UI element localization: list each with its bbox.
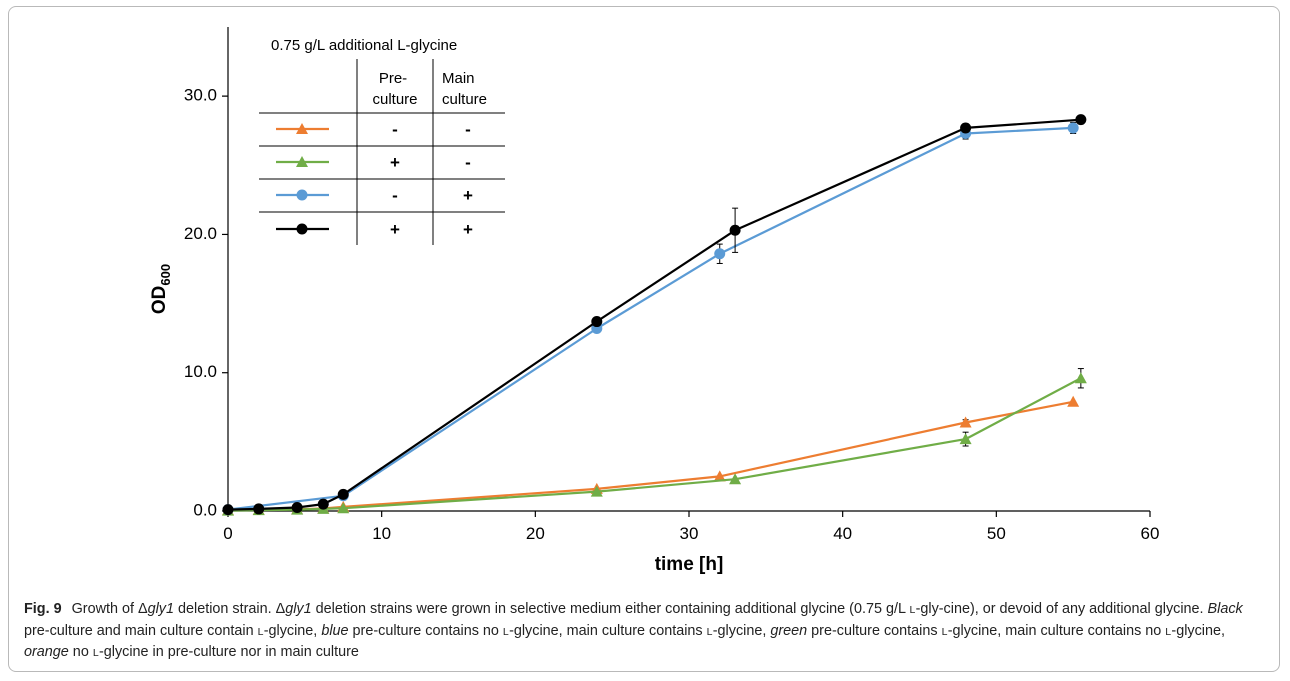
legend-marker: [296, 123, 308, 134]
chart-axes: 0.0 10.0 20.0 30.0 0 10 20 30 40 50 60: [184, 27, 1160, 543]
legend-pre-culture-value: +: [390, 220, 400, 239]
x-tick-label: 50: [987, 524, 1006, 543]
x-axis-title: time [h]: [655, 554, 724, 575]
caption-run: -glycine,: [1171, 622, 1226, 639]
caption-run: -glycine,: [712, 622, 771, 639]
caption-text: Growth of Δgly1 deletion strain. Δgly1 d…: [24, 601, 1243, 660]
legend-main-culture-value: +: [463, 186, 473, 205]
x-tick-label: 40: [833, 524, 852, 543]
data-point: [590, 485, 603, 497]
legend-main-culture-value: -: [465, 153, 471, 172]
legend-header: Main: [442, 70, 475, 87]
data-point: [959, 433, 972, 445]
data-point: [337, 488, 349, 500]
y-tick-label: 0.0: [193, 500, 217, 519]
caption-run: -glycine, main culture contains no: [947, 622, 1166, 639]
caption-italic: gly1: [285, 601, 312, 617]
x-tick-label: 10: [372, 524, 391, 543]
data-point: [291, 502, 303, 514]
chart-legend: 0.75 g/L additional L-glycine Pre-culture…: [259, 37, 505, 245]
legend-title: 0.75 g/L additional L-glycine: [271, 37, 457, 54]
legend-marker: [296, 156, 308, 167]
x-tick-label: 20: [526, 524, 545, 543]
data-point: [1067, 395, 1080, 407]
x-tick-label: 60: [1141, 524, 1160, 543]
caption-italic: blue: [321, 622, 349, 639]
data-point: [729, 224, 741, 236]
data-point: [1067, 122, 1079, 134]
y-tick-label: 30.0: [184, 86, 217, 105]
series-1: [222, 368, 1087, 516]
data-point: [253, 503, 265, 515]
data-point: [1074, 372, 1087, 384]
series-3: [222, 114, 1087, 516]
data-point: [1075, 114, 1087, 126]
y-axis-title-main: OD: [149, 286, 170, 315]
data-point: [591, 316, 603, 328]
legend-header: culture: [372, 91, 417, 108]
caption-smallcaps: L: [706, 625, 713, 638]
caption-run: pre-culture contains: [807, 622, 942, 639]
y-tick-label: 20.0: [184, 224, 217, 243]
caption-smallcaps: L: [941, 625, 948, 638]
y-axis-title-subscript: 600: [158, 264, 173, 286]
data-point: [729, 473, 742, 485]
figure-frame: 0.0 10.0 20.0 30.0 0 10 20 30 40 50 60 0.75 g/L ad…: [8, 6, 1280, 672]
data-point: [317, 498, 329, 510]
caption-run: -glycine, main culture contains: [509, 622, 707, 639]
legend-header: Pre-: [379, 70, 407, 87]
series-line: [227, 126, 1074, 511]
caption-smallcaps: L: [257, 625, 264, 638]
data-point: [222, 504, 234, 516]
caption-italic: orange: [24, 644, 69, 660]
caption-smallcaps: L: [92, 647, 99, 659]
legend-pre-culture-value: -: [392, 120, 398, 139]
caption-smallcaps: L: [502, 625, 510, 638]
series-0: [222, 395, 1080, 516]
caption-run: deletion strain. Δ: [174, 601, 286, 617]
caption-smallcaps: L: [909, 604, 916, 616]
legend-marker: [296, 189, 308, 201]
series-2: [222, 121, 1079, 516]
data-point: [337, 502, 350, 514]
legend-header: culture: [442, 91, 487, 108]
legend-pre-culture-value: +: [390, 153, 400, 172]
caption-run: -glycine in pre-culture nor in main cult…: [98, 644, 359, 660]
data-point: [714, 248, 726, 260]
series-line: [227, 118, 1081, 511]
legend-marker: [296, 223, 308, 235]
x-tick-label: 30: [680, 524, 699, 543]
data-point: [960, 122, 972, 134]
figure-label: Fig. 9: [24, 601, 62, 617]
legend-main-culture-value: +: [463, 220, 473, 239]
caption-smallcaps: L: [1165, 625, 1172, 638]
legend-pre-culture-value: -: [392, 186, 398, 205]
caption-italic: Black: [1207, 601, 1243, 617]
caption-run: Growth of Δ: [71, 601, 148, 617]
data-point: [959, 416, 972, 428]
caption-run: pre-culture and main culture contain: [24, 622, 258, 639]
caption-run: no: [68, 644, 93, 660]
caption-italic: green: [770, 622, 808, 639]
figure-caption: Fig. 9 Growth of Δgly1 deletion strain. Δ…: [24, 599, 1269, 664]
x-tick-label: 0: [223, 524, 232, 543]
data-point: [713, 470, 726, 482]
growth-chart: 0.0 10.0 20.0 30.0 0 10 20 30 40 50 60 0.75 g/L ad…: [149, 27, 1160, 575]
series-line: [227, 400, 1074, 512]
caption-run: -glycine,: [263, 622, 322, 639]
series-layer: [222, 114, 1087, 516]
caption-run: -gly-cine), or devoid of any additional …: [915, 601, 1208, 617]
caption-italic: gly1: [147, 601, 174, 617]
caption-run: pre-culture contains no: [348, 622, 503, 639]
y-axis-title: OD600: [149, 264, 173, 314]
y-tick-label: 10.0: [184, 362, 217, 381]
legend-main-culture-value: -: [465, 120, 471, 139]
caption-run: deletion strains were grown in selective…: [311, 601, 910, 617]
series-line: [227, 377, 1082, 512]
